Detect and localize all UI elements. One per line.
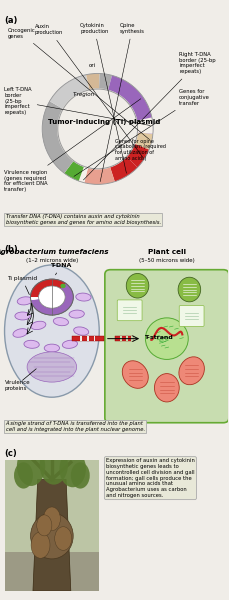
Ellipse shape: [76, 293, 91, 301]
Text: (c): (c): [5, 449, 17, 458]
Ellipse shape: [73, 327, 88, 335]
Text: Opine
synthesis: Opine synthesis: [100, 23, 144, 182]
Text: ori: ori: [88, 64, 95, 68]
Ellipse shape: [17, 297, 32, 305]
Ellipse shape: [177, 277, 200, 302]
Text: Genes for
conjugative
transfer: Genes for conjugative transfer: [74, 89, 209, 176]
Ellipse shape: [13, 329, 27, 337]
Bar: [86, 336, 88, 341]
Text: (b): (b): [5, 245, 18, 254]
Polygon shape: [49, 74, 89, 109]
Text: Agrobacterium tumefaciens: Agrobacterium tumefaciens: [0, 249, 108, 255]
Text: T-DNA: T-DNA: [50, 263, 71, 275]
Text: Auxin
production: Auxin production: [35, 25, 142, 157]
Ellipse shape: [31, 321, 46, 329]
Circle shape: [38, 286, 65, 308]
FancyBboxPatch shape: [178, 305, 203, 326]
Text: Expression of auxin and cytokinin
biosynthetic genes leads to
uncontrolled cell : Expression of auxin and cytokinin biosyn…: [106, 458, 194, 498]
Polygon shape: [99, 73, 112, 91]
Bar: [72, 337, 103, 341]
Text: Ti plasmid: Ti plasmid: [7, 275, 37, 295]
Ellipse shape: [44, 344, 59, 352]
Ellipse shape: [69, 310, 84, 318]
Wedge shape: [30, 279, 65, 297]
Wedge shape: [31, 283, 73, 315]
Ellipse shape: [62, 340, 77, 349]
Text: Left T-DNA
border
(25-bp
imperfect
repeats): Left T-DNA border (25-bp imperfect repea…: [4, 87, 150, 125]
Text: Cytokinin
production: Cytokinin production: [80, 23, 126, 173]
Ellipse shape: [145, 318, 187, 359]
Ellipse shape: [53, 317, 68, 326]
Text: Virulence
proteins: Virulence proteins: [5, 380, 30, 391]
Text: Oncogenic
genes: Oncogenic genes: [8, 28, 149, 140]
Text: T-strand: T-strand: [144, 335, 172, 340]
Text: Genes for opine
catabolism (required
for utilization of
amino acids): Genes for opine catabolism (required for…: [114, 139, 165, 161]
Text: Virulence region
(genes required
for efficient DNA
transfer): Virulence region (genes required for eff…: [4, 99, 140, 192]
Bar: [120, 336, 122, 341]
FancyBboxPatch shape: [117, 300, 142, 320]
Polygon shape: [78, 166, 88, 183]
Bar: [125, 336, 127, 341]
Bar: [114, 337, 132, 341]
Ellipse shape: [126, 274, 148, 298]
Ellipse shape: [24, 340, 39, 349]
Bar: [131, 336, 132, 341]
Ellipse shape: [15, 312, 30, 320]
Text: Plant cell: Plant cell: [147, 249, 185, 255]
Ellipse shape: [178, 357, 204, 385]
Ellipse shape: [27, 352, 76, 382]
Text: A single strand of T-DNA is transferred into the plant
cell and is integrated in: A single strand of T-DNA is transferred …: [6, 421, 144, 431]
Text: (1–2 microns wide): (1–2 microns wide): [26, 259, 78, 263]
Ellipse shape: [154, 374, 178, 402]
Text: (a): (a): [4, 16, 17, 25]
Text: (5–50 microns wide): (5–50 microns wide): [138, 259, 194, 263]
Text: Transfer DNA (T-DNA) contains auxin and cytokinin
biosynthetic genes and genes f: Transfer DNA (T-DNA) contains auxin and …: [6, 214, 160, 224]
Polygon shape: [42, 101, 73, 173]
Ellipse shape: [5, 265, 99, 397]
Circle shape: [30, 279, 73, 315]
Text: Right T-DNA
border (25-bp
imperfect
repeats): Right T-DNA border (25-bp imperfect repe…: [83, 52, 215, 180]
Polygon shape: [126, 144, 148, 167]
Circle shape: [42, 73, 153, 184]
Polygon shape: [107, 76, 153, 134]
Text: Tumor-inducing (Ti) plasmid: Tumor-inducing (Ti) plasmid: [48, 119, 160, 125]
Polygon shape: [136, 118, 153, 134]
Polygon shape: [64, 161, 84, 181]
Ellipse shape: [122, 361, 148, 388]
Wedge shape: [30, 297, 39, 300]
Text: T-region: T-region: [72, 92, 94, 97]
Polygon shape: [84, 167, 114, 184]
Circle shape: [60, 284, 65, 288]
Polygon shape: [134, 133, 152, 149]
Bar: [80, 336, 82, 341]
FancyBboxPatch shape: [104, 269, 228, 423]
Polygon shape: [86, 73, 99, 90]
Bar: [93, 336, 95, 341]
Circle shape: [57, 89, 137, 169]
Polygon shape: [109, 157, 137, 182]
